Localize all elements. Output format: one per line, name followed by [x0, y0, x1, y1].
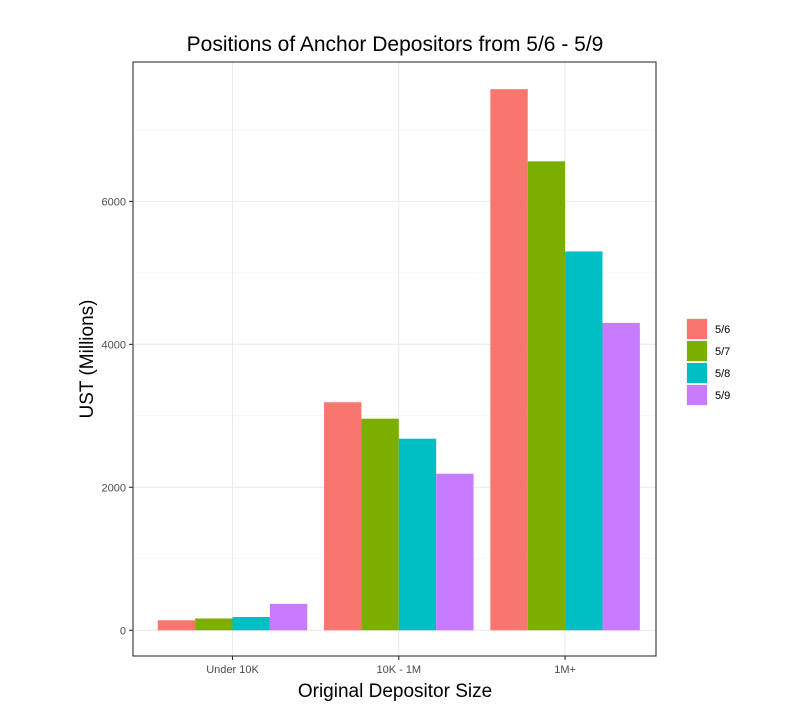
legend-swatch	[687, 363, 707, 383]
legend-swatch	[687, 341, 707, 361]
legend-label: 5/8	[715, 368, 730, 380]
bar-5-9-1	[269, 603, 308, 631]
y-axis-title: UST (Millions)	[77, 300, 98, 419]
bar-5-8-1	[232, 617, 270, 631]
bar-5-6-2	[324, 402, 362, 631]
legend-label: 5/7	[715, 346, 730, 358]
y-axis: 0 2000 4000 6000	[102, 196, 133, 637]
legend-swatch	[687, 319, 707, 339]
legend: 5/6 5/7 5/8 5/9	[686, 318, 730, 406]
bar-5-9-2	[436, 473, 474, 631]
legend-swatch	[687, 385, 707, 405]
y-tick-label: 6000	[102, 196, 126, 208]
legend-label: 5/9	[715, 390, 730, 402]
x-tick-label: 1M+	[554, 664, 576, 676]
bar-5-7-1	[195, 618, 233, 631]
bar-5-8-2	[398, 438, 437, 631]
bar-5-6-3	[490, 89, 528, 631]
legend-label: 5/6	[715, 324, 730, 336]
x-axis: Under 10K 10K - 1M 1M+	[206, 656, 576, 676]
plot-panel-border	[132, 61, 657, 657]
bars-layer	[157, 89, 640, 631]
bar-5-7-2	[361, 418, 399, 631]
bar-5-7-3	[527, 161, 566, 631]
x-tick-label: Under 10K	[206, 664, 259, 676]
bar-5-6-1	[157, 620, 196, 631]
y-tick-label: 4000	[102, 339, 126, 351]
bar-5-8-3	[565, 251, 603, 631]
bar-5-9-3	[602, 322, 640, 631]
x-axis-title: Original Depositor Size	[298, 681, 492, 702]
x-tick-label: 10K - 1M	[376, 664, 421, 676]
y-tick-label: 0	[120, 625, 126, 637]
y-tick-label: 2000	[102, 482, 126, 494]
chart-title: Positions of Anchor Depositors from 5/6 …	[187, 33, 604, 56]
